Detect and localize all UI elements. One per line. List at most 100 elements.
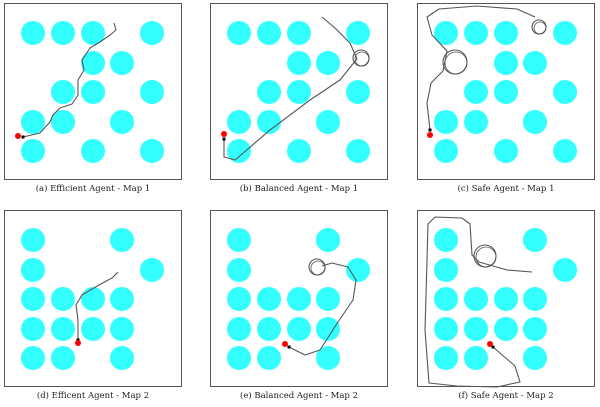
obstacle bbox=[227, 228, 251, 252]
obstacle bbox=[257, 346, 281, 370]
obstacle bbox=[21, 228, 45, 252]
panel-caption: (b) Balanced Agent - Map 1 bbox=[239, 184, 359, 194]
obstacle bbox=[227, 287, 251, 311]
obstacle bbox=[81, 80, 105, 104]
agent-trajectory bbox=[223, 16, 358, 161]
start-marker bbox=[427, 132, 433, 138]
obstacle bbox=[227, 346, 251, 370]
map-canvas bbox=[4, 210, 182, 387]
obstacle bbox=[316, 228, 340, 252]
trajectory-loop bbox=[475, 246, 497, 268]
agent-end-marker bbox=[491, 345, 495, 349]
obstacle bbox=[257, 287, 281, 311]
obstacle bbox=[494, 317, 518, 341]
start-marker bbox=[75, 340, 81, 346]
obstacle bbox=[287, 51, 311, 75]
obstacle bbox=[227, 139, 251, 163]
agent-trajectory bbox=[288, 262, 357, 356]
panel-balanced-map2 bbox=[210, 210, 389, 388]
panel-efficient-map1 bbox=[4, 3, 183, 181]
obstacle bbox=[257, 110, 281, 134]
obstacle bbox=[51, 80, 75, 104]
obstacle bbox=[140, 21, 164, 45]
panel-balanced-map1 bbox=[210, 3, 389, 181]
obstacle bbox=[464, 287, 488, 311]
obstacle bbox=[464, 21, 488, 45]
obstacle bbox=[51, 110, 75, 134]
obstacle bbox=[434, 21, 458, 45]
map-canvas bbox=[4, 3, 182, 180]
obstacle bbox=[494, 80, 518, 104]
obstacle bbox=[140, 139, 164, 163]
obstacle bbox=[110, 110, 134, 134]
obstacle bbox=[110, 317, 134, 341]
trajectory-loop bbox=[444, 51, 468, 75]
agent-end-marker bbox=[21, 135, 25, 139]
obstacle bbox=[110, 287, 134, 311]
obstacle bbox=[21, 258, 45, 282]
obstacle bbox=[287, 139, 311, 163]
obstacle bbox=[434, 317, 458, 341]
obstacle bbox=[316, 51, 340, 75]
obstacle bbox=[523, 287, 547, 311]
obstacle bbox=[110, 228, 134, 252]
obstacle bbox=[434, 139, 458, 163]
obstacle bbox=[464, 346, 488, 370]
obstacle bbox=[316, 287, 340, 311]
obstacle bbox=[21, 346, 45, 370]
obstacle bbox=[227, 317, 251, 341]
obstacle bbox=[346, 80, 370, 104]
obstacle bbox=[316, 110, 340, 134]
obstacle bbox=[51, 346, 75, 370]
obstacle bbox=[21, 287, 45, 311]
obstacle bbox=[287, 80, 311, 104]
obstacle bbox=[257, 317, 281, 341]
obstacle bbox=[553, 21, 577, 45]
obstacle bbox=[51, 317, 75, 341]
obstacle bbox=[346, 139, 370, 163]
map-canvas bbox=[417, 3, 595, 180]
obstacle bbox=[494, 139, 518, 163]
obstacle bbox=[434, 258, 458, 282]
obstacle bbox=[287, 287, 311, 311]
panel-efficient-map2 bbox=[4, 210, 183, 388]
obstacle bbox=[227, 258, 251, 282]
agent-trajectory bbox=[22, 22, 117, 138]
obstacle bbox=[346, 258, 370, 282]
obstacle bbox=[140, 258, 164, 282]
map-canvas bbox=[210, 210, 388, 387]
obstacle bbox=[81, 21, 105, 45]
obstacle bbox=[316, 317, 340, 341]
obstacle bbox=[464, 80, 488, 104]
obstacle bbox=[553, 258, 577, 282]
obstacle bbox=[553, 139, 577, 163]
start-marker bbox=[15, 133, 21, 139]
obstacle bbox=[110, 346, 134, 370]
obstacle bbox=[140, 80, 164, 104]
obstacle bbox=[81, 287, 105, 311]
obstacle bbox=[523, 228, 547, 252]
panel-caption: (d) Efficent Agent - Map 2 bbox=[36, 391, 150, 401]
obstacle bbox=[227, 21, 251, 45]
obstacle bbox=[464, 317, 488, 341]
panel-safe-map2 bbox=[417, 210, 596, 388]
obstacle bbox=[110, 51, 134, 75]
agent-trajectory bbox=[426, 5, 536, 131]
obstacle bbox=[494, 21, 518, 45]
obstacle bbox=[287, 317, 311, 341]
map-canvas bbox=[210, 3, 388, 180]
obstacle bbox=[494, 51, 518, 75]
obstacle bbox=[51, 21, 75, 45]
obstacle bbox=[81, 317, 105, 341]
obstacle bbox=[346, 21, 370, 45]
obstacle bbox=[287, 21, 311, 45]
start-marker bbox=[282, 341, 288, 347]
obstacle bbox=[21, 21, 45, 45]
obstacle bbox=[21, 317, 45, 341]
agent-end-marker bbox=[222, 137, 226, 141]
trajectory-loop bbox=[310, 260, 326, 276]
obstacle bbox=[81, 139, 105, 163]
obstacle bbox=[434, 346, 458, 370]
obstacle bbox=[51, 287, 75, 311]
trajectory-loop bbox=[354, 51, 370, 67]
